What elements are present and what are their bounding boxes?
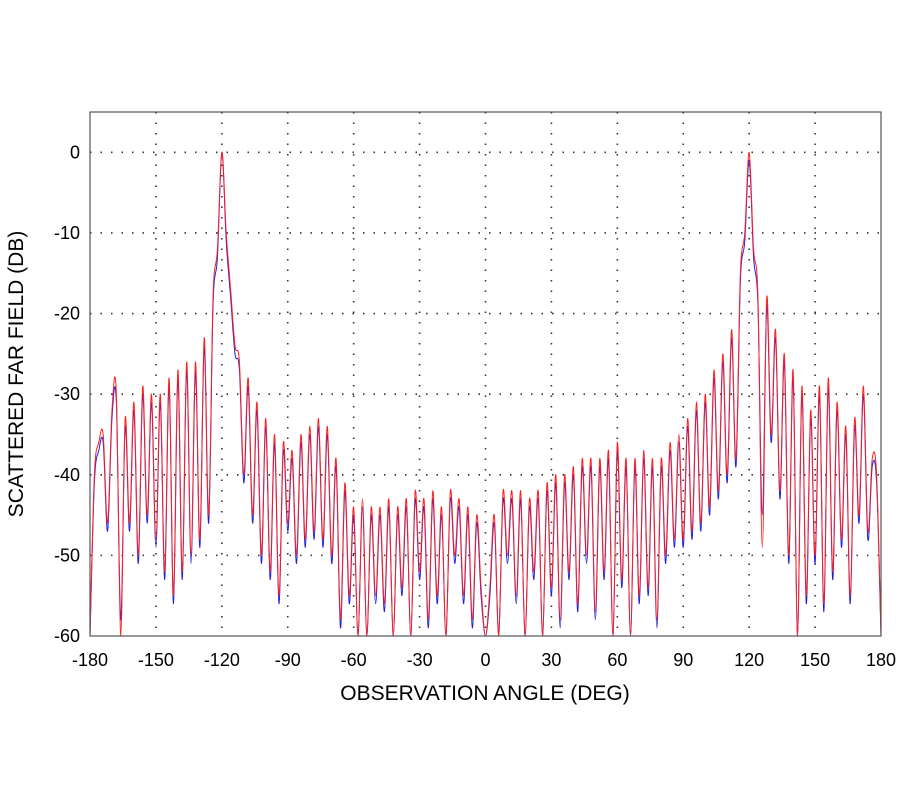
y-tick-label: -20 (54, 304, 80, 324)
series-lines (89, 151, 882, 637)
x-tick-label: -120 (204, 650, 240, 670)
y-axis-label: SCATTERED FAR FIELD (DB) (5, 231, 28, 518)
x-tick-label: 90 (673, 650, 693, 670)
x-tick-label: -90 (275, 650, 301, 670)
x-tick-label: 30 (541, 650, 561, 670)
grid-lines (90, 112, 881, 636)
series-red-line (89, 151, 882, 637)
y-tick-label: -40 (54, 465, 80, 485)
y-tick-label: -10 (54, 223, 80, 243)
x-tick-label: -30 (407, 650, 433, 670)
y-tick-labels: 0 -10 -20 -30 -40 -50 -60 (54, 142, 80, 646)
x-tick-label: -180 (72, 650, 108, 670)
x-tick-label: 180 (866, 650, 896, 670)
x-tick-label: 60 (607, 650, 627, 670)
x-tick-label: 0 (480, 650, 490, 670)
y-tick-label: -30 (54, 384, 80, 404)
x-tick-labels: -180 -150 -120 -90 -60 -30 0 30 60 90 120 150 180 (72, 650, 896, 670)
x-tick-label: 150 (800, 650, 830, 670)
x-tick-label: -60 (341, 650, 367, 670)
y-tick-label: -50 (54, 545, 80, 565)
y-tick-label: -60 (54, 626, 80, 646)
x-tick-label: -150 (138, 650, 174, 670)
x-axis-label: OBSERVATION ANGLE (DEG) (340, 682, 629, 705)
y-tick-label: 0 (70, 142, 80, 162)
x-tick-label: 120 (734, 650, 764, 670)
plot-frame (89, 111, 882, 637)
